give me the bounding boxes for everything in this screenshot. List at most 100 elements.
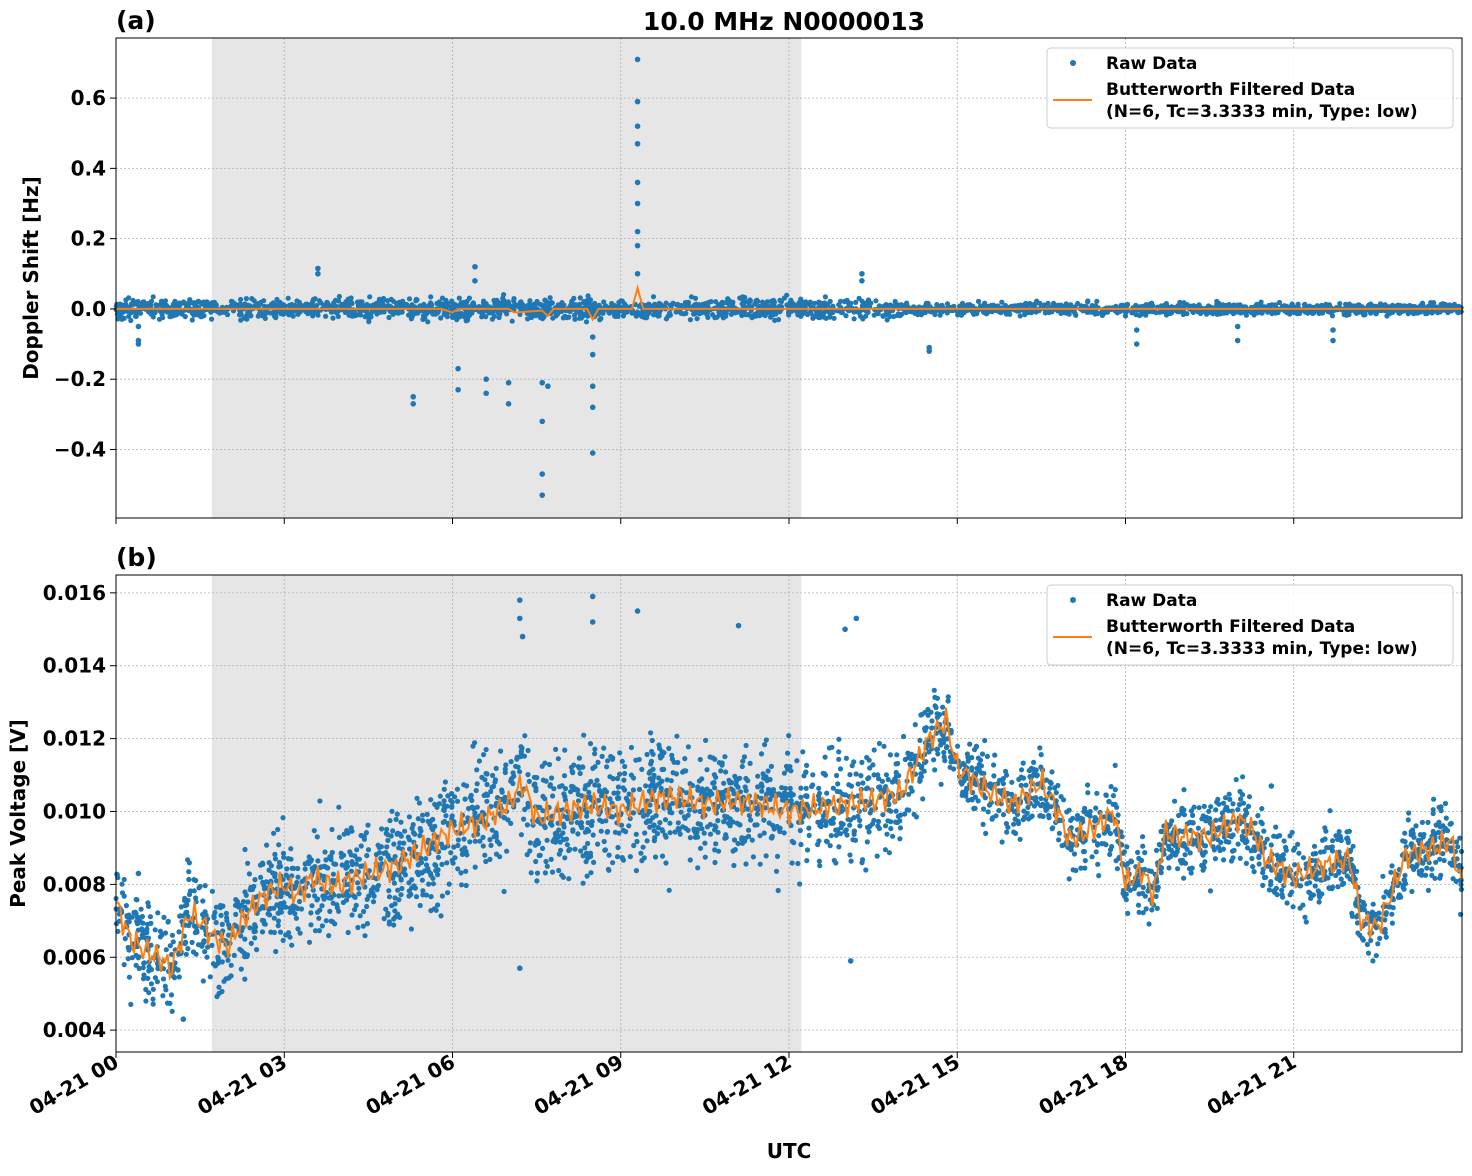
raw-data-point <box>579 825 584 830</box>
raw-data-point <box>311 298 316 303</box>
raw-data-point <box>350 314 355 319</box>
raw-data-point <box>764 737 769 742</box>
raw-data-point <box>1083 858 1088 863</box>
raw-data-point <box>920 796 925 801</box>
raw-data-outlier <box>506 401 512 407</box>
raw-data-point <box>772 300 777 305</box>
raw-data-point <box>151 294 156 299</box>
raw-data-point <box>1313 883 1318 888</box>
raw-data-outlier <box>635 99 641 105</box>
raw-data-point <box>770 823 775 828</box>
raw-data-point <box>1252 869 1257 874</box>
raw-data-outlier <box>635 229 641 235</box>
raw-data-point <box>743 776 748 781</box>
raw-data-point <box>331 872 336 877</box>
raw-data-point <box>1277 878 1282 883</box>
raw-data-point <box>844 298 849 303</box>
raw-data-point <box>299 906 304 911</box>
raw-data-point <box>264 843 269 848</box>
raw-data-point <box>622 771 627 776</box>
raw-data-point <box>550 793 555 798</box>
raw-data-point <box>484 747 489 752</box>
raw-data-point <box>160 993 165 998</box>
raw-data-point <box>628 854 633 859</box>
raw-data-point <box>542 298 547 303</box>
raw-data-point <box>365 897 370 902</box>
raw-data-point <box>334 902 339 907</box>
raw-data-point <box>1124 844 1129 849</box>
raw-data-point <box>831 786 836 791</box>
raw-data-point <box>252 877 257 882</box>
raw-data-point <box>712 772 717 777</box>
raw-data-point <box>698 757 703 762</box>
raw-data-point <box>976 299 981 304</box>
raw-data-point <box>595 842 600 847</box>
raw-data-point <box>1256 855 1261 860</box>
raw-data-point <box>740 294 745 299</box>
raw-data-point <box>186 869 191 874</box>
raw-data-point <box>445 314 450 319</box>
raw-data-point <box>119 882 124 887</box>
raw-data-point <box>982 738 987 743</box>
raw-data-point <box>359 843 364 848</box>
raw-data-point <box>229 963 234 968</box>
raw-data-point <box>807 833 812 838</box>
raw-data-point <box>999 300 1004 305</box>
raw-data-point <box>1234 777 1239 782</box>
raw-data-point <box>366 319 371 324</box>
raw-data-point <box>859 760 864 765</box>
raw-data-point <box>211 913 216 918</box>
raw-data-point <box>165 919 170 924</box>
raw-data-point <box>543 870 548 875</box>
raw-data-point <box>562 824 567 829</box>
raw-data-point <box>602 839 607 844</box>
raw-data-point <box>559 873 564 878</box>
raw-data-point <box>657 313 662 318</box>
raw-data-point <box>827 745 832 750</box>
raw-data-outlier <box>472 278 478 284</box>
raw-data-point <box>225 312 230 317</box>
raw-data-point <box>1009 780 1014 785</box>
raw-data-point <box>789 798 794 803</box>
raw-data-point <box>480 835 485 840</box>
raw-data-point <box>1049 769 1054 774</box>
raw-data-point <box>896 814 901 819</box>
raw-data-point <box>254 947 259 952</box>
raw-data-point <box>1380 874 1385 879</box>
raw-data-point <box>1255 813 1260 818</box>
raw-data-point <box>492 314 497 319</box>
raw-data-point <box>1085 298 1090 303</box>
raw-data-point <box>408 892 413 897</box>
raw-data-point <box>490 773 495 778</box>
raw-data-point <box>482 777 487 782</box>
raw-data-point <box>635 310 640 315</box>
raw-data-point <box>1004 830 1009 835</box>
figure-title: 10.0 MHz N0000013 <box>643 7 925 36</box>
raw-data-point <box>1402 878 1407 883</box>
raw-data-point <box>148 914 153 919</box>
raw-data-point <box>779 299 784 304</box>
raw-data-point <box>497 312 502 317</box>
raw-data-point <box>1315 303 1320 308</box>
raw-data-point <box>597 317 602 322</box>
raw-data-point <box>1269 842 1274 847</box>
raw-data-point <box>445 890 450 895</box>
raw-data-point <box>587 302 592 307</box>
raw-data-point <box>396 897 401 902</box>
raw-data-point <box>660 854 665 859</box>
raw-data-point <box>1223 795 1228 800</box>
raw-data-point <box>519 832 524 837</box>
raw-data-outlier <box>1235 338 1241 344</box>
raw-data-point <box>955 744 960 749</box>
raw-data-point <box>588 741 593 746</box>
raw-data-point <box>491 298 496 303</box>
raw-data-point <box>1368 938 1373 943</box>
raw-data-point <box>622 310 627 315</box>
raw-data-point <box>765 299 770 304</box>
raw-data-point <box>1206 809 1211 814</box>
raw-data-point <box>1019 775 1024 780</box>
raw-data-point <box>366 847 371 852</box>
raw-data-point <box>484 792 489 797</box>
raw-data-point <box>562 773 567 778</box>
raw-data-point <box>298 931 303 936</box>
